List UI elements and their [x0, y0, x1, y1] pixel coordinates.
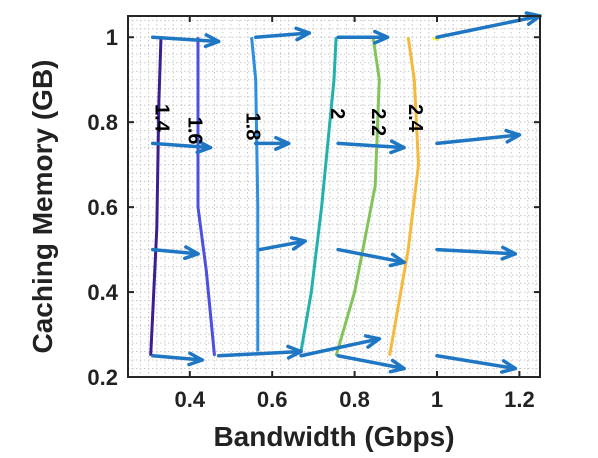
contour-line-2	[299, 37, 338, 352]
quiver-arrow	[336, 354, 406, 374]
quiver-arrows	[150, 11, 542, 374]
contour-lines	[149, 36, 440, 357]
quiver-arrow	[336, 29, 390, 45]
contour-label-2-2: 2.2	[367, 108, 389, 136]
quiver-arrow	[253, 135, 291, 151]
contour-line-1-8	[250, 37, 260, 352]
contour-line-1-4	[149, 37, 163, 356]
y-tick-label: 0.8	[87, 110, 118, 135]
contour-line-2-4	[388, 36, 420, 357]
x-tick-label: 0.8	[339, 387, 370, 412]
plot-frame	[127, 15, 541, 378]
quiver-arrow	[336, 139, 406, 155]
y-tick-label: 0.4	[87, 280, 118, 305]
quiver-arrow	[435, 128, 522, 146]
x-tick-label: 1	[431, 387, 443, 412]
y-tick-label: 1	[106, 25, 118, 50]
contour-label-1-4: 1.4	[151, 104, 173, 133]
quiver-arrow	[258, 236, 307, 252]
x-tick-label: 0.6	[257, 387, 288, 412]
x-ticks: 0.4 0.6 0.8 1 1.2	[175, 16, 535, 412]
y-axis-label: Caching Memory (GB)	[27, 59, 58, 353]
x-tick-label: 0.4	[175, 387, 206, 412]
y-tick-label: 0.6	[87, 195, 118, 220]
quiver-arrow	[435, 354, 518, 374]
quiver-arrow	[253, 26, 312, 42]
quiver-arrow	[150, 245, 200, 261]
contour-labels: 1.4 1.6 1.8 2 2.2 2.4	[151, 104, 426, 145]
contour-label-2: 2	[326, 108, 348, 119]
contour-label-1-8: 1.8	[241, 113, 263, 141]
quiver-arrow	[150, 351, 204, 367]
quiver-arrow	[150, 139, 213, 155]
quiver-arrow	[299, 334, 382, 358]
contour-label-2-4: 2.4	[404, 104, 426, 133]
contour-line-1-6	[196, 37, 216, 356]
contour-line-2-2	[334, 36, 381, 357]
x-axis-label: Bandwidth (Gbps)	[213, 421, 454, 452]
quiver-arrow	[150, 33, 221, 49]
quiver-arrow	[336, 247, 406, 268]
contour-line-2-6	[432, 37, 440, 41]
x-tick-label: 1.2	[504, 387, 535, 412]
contour-label-1-6: 1.6	[184, 117, 206, 145]
quiver-arrow	[435, 245, 518, 261]
y-tick-label: 0.2	[87, 365, 118, 390]
y-ticks: 0.2 0.4 0.6 0.8 1	[87, 25, 540, 390]
quiver-arrow	[216, 344, 303, 360]
